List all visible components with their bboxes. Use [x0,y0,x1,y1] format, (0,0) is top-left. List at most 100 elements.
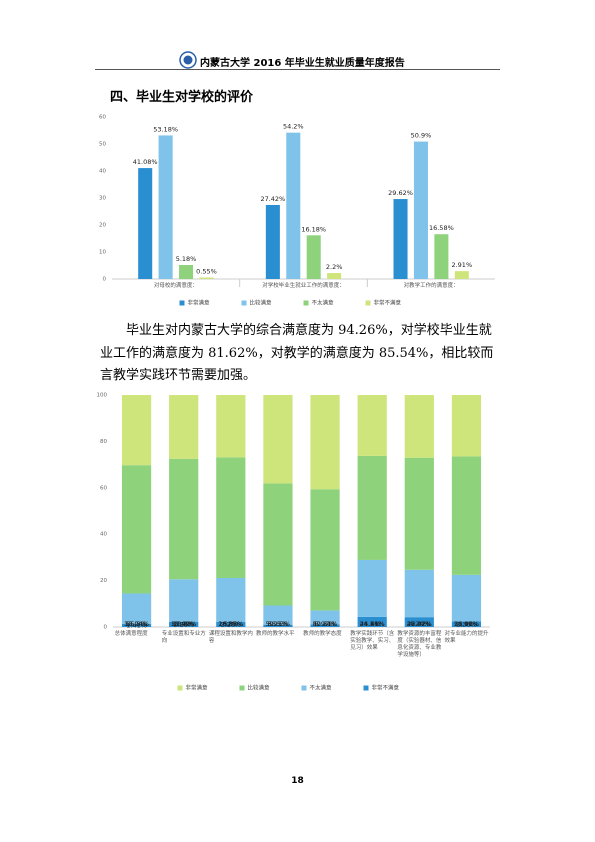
legend-swatch [365,300,371,306]
chart-satisfaction: 0 10 20 30 40 50 60 41.08% 27.42% 29.62% 53.18% 54.… [90,110,510,315]
legend-label: 不太满意 [312,299,335,307]
page-number: 18 [291,776,304,786]
legend-label: 非常满意 [186,684,209,692]
legend-label: 不太满意 [310,684,333,692]
data-label: 18.3% [173,620,194,628]
data-label: 30.24% [124,620,149,628]
bar-segment [169,579,199,622]
x-tick-label: 对学校毕业生就业工作的满意度： [262,283,345,289]
data-label: 52.24% [313,620,338,628]
y-tick-label: 20 [99,223,106,229]
y-tick-label: 60 [99,115,106,121]
data-label: 51.06% [454,620,479,628]
bar-segment [263,605,293,625]
paragraph: 毕业生对内蒙古大学的综合满意度为 94.26%，对学校毕业生就业工作的满意度为 … [100,323,494,383]
data-label: 26.47% [454,620,479,628]
bar-segment [121,593,152,624]
bar [158,135,173,279]
x-tick-label: 专业设置和专业方向 [161,631,206,644]
data-label: 27.49% [171,620,196,628]
legend-label: 比较满意 [248,684,271,692]
data-label: 2.2% [326,263,343,271]
bar-segment [121,395,152,466]
x-tick-label: 教师的教学水平 [255,631,295,637]
bar-segment [310,624,340,627]
bar-segment [404,617,434,627]
data-label: 55.3% [126,620,147,628]
header-title: 内蒙古大学 2016 年毕业生就业质量年度报告 [200,58,405,69]
data-label: 44.85% [360,620,385,628]
x-tick-label: 教学实践环节（含实验教学、实习、见习）效果 [350,631,395,651]
y-tick-label: 30 [99,196,106,202]
bar-segment [451,456,482,575]
data-label: 20.11% [454,620,479,628]
bar-segment [357,616,387,627]
bar-segment [451,395,482,457]
bar [179,265,194,279]
legend-swatch [179,300,185,306]
data-label: 24.51% [360,620,385,628]
y-tick-label: 10 [99,250,106,256]
bar [434,234,449,279]
data-label: 5.18% [176,255,197,263]
bar-segment [310,489,340,611]
legend-swatch [241,300,247,306]
data-label: 4.24% [409,620,430,628]
data-label: 5.97% [315,620,336,628]
bar-segment [310,395,340,490]
data-label: 52.63% [266,620,291,628]
bar-segment [263,483,293,606]
bar-segment [451,574,482,622]
bar-segment [310,610,340,625]
y-tick-label: 0 [104,625,108,631]
data-label: 20.42% [407,620,432,628]
data-label: 8.25% [268,620,289,628]
data-label: 54.2% [283,123,304,131]
data-label: 2.28% [220,620,241,628]
y-tick-label: 20 [100,578,107,584]
data-label: 13.04% [124,620,149,628]
bar [306,235,321,279]
bar [265,204,280,279]
y-tick-label: 0 [103,277,107,283]
y-tick-label: 60 [100,485,107,491]
x-tick-label: 总体满意程度 [114,631,148,637]
legend-swatch [239,685,245,691]
chart-teaching: 0 20 40 60 80 100 1.41% 13.04% 55.3% 30.24% 2.28% 1… [90,388,510,698]
bar-segment [216,621,246,627]
x-tick-label: 教学资源的丰富程度（实验器材、信息化资源、专业教学设施等） [397,631,442,658]
data-label: 18.85% [218,620,243,628]
section-heading: 四、毕业生对学校的评价 [110,90,254,105]
bar-segment [216,457,246,578]
legend-label: 非常满意 [188,299,211,307]
data-label: 52% [224,620,238,628]
legend-label: 非常不满意 [372,684,400,692]
y-tick-label: 40 [99,169,106,175]
data-label: 53.18% [153,125,178,133]
y-tick-label: 50 [99,142,106,148]
data-label: 27.42% [260,195,285,203]
bar [286,132,301,279]
bar-segment [357,559,387,617]
data-label: 29.62% [388,189,413,197]
y-tick-label: 100 [97,393,108,399]
bar-segment [404,569,434,618]
data-label: 50.9% [411,132,432,140]
data-label: 38.1% [268,620,289,628]
bar [454,271,469,279]
bar-segment [169,395,199,459]
data-label: 51.92% [171,620,196,628]
data-label: 41.08% [133,158,158,166]
x-tick-label: 教师的教学态度 [303,631,342,637]
legend-swatch [303,300,309,306]
x-tick-label: 对母校的满意度： [153,283,198,289]
data-label: 40.61% [313,620,338,628]
data-label: 2.91% [451,261,472,269]
bar-segment [121,623,152,627]
data-label: 48.31% [407,620,432,628]
legend-label: 非常不满意 [374,299,402,307]
legend-swatch [363,685,369,691]
y-tick-label: 80 [100,439,107,445]
legend-label: 比较满意 [250,299,273,307]
